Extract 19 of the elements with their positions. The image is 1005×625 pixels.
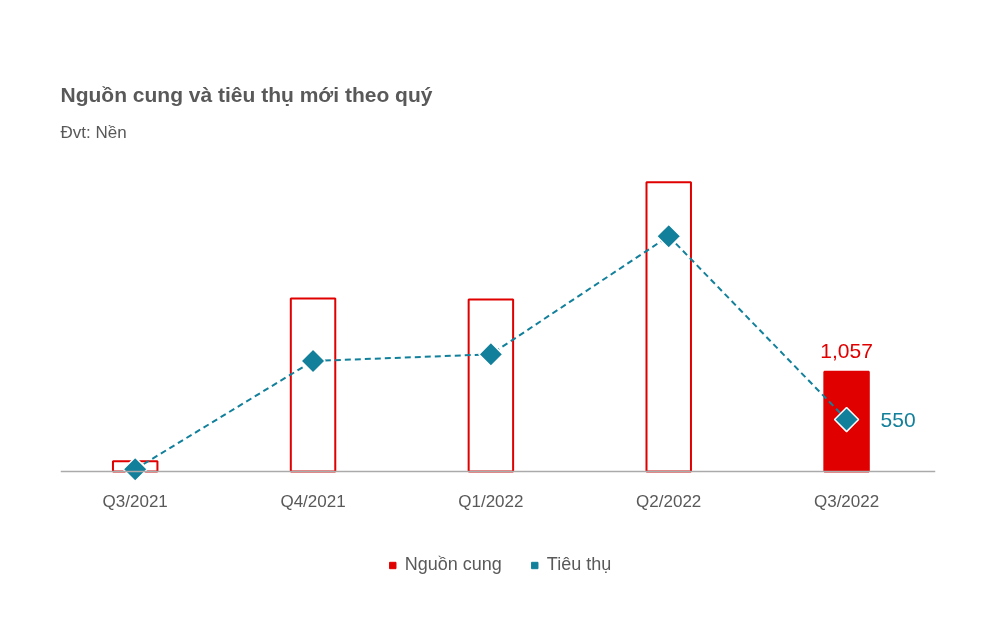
x-tick-label: Q4/2021 <box>280 491 346 511</box>
point <box>122 456 148 482</box>
bar <box>289 297 337 473</box>
bar <box>823 370 870 473</box>
chart-subtitle: Đvt: Nền <box>60 122 127 142</box>
bar <box>645 181 692 473</box>
x-tick-label: Q3/2021 <box>102 491 168 511</box>
legend-label: Tiêu thụ <box>546 554 612 575</box>
point <box>655 223 682 249</box>
bar <box>467 298 515 473</box>
x-tick-label: Q2/2022 <box>636 491 702 511</box>
x-tick-label: Q1/2022 <box>458 491 524 511</box>
chart-title: Nguồn cung và tiêu thụ mới theo quý <box>60 82 433 106</box>
data-label: 1,057 <box>820 338 873 362</box>
legend-label: Nguồn cung <box>404 554 502 575</box>
point <box>478 341 504 368</box>
data-label: 550 <box>880 407 916 431</box>
point <box>300 348 326 374</box>
x-tick-label: Q3/2022 <box>813 491 880 511</box>
